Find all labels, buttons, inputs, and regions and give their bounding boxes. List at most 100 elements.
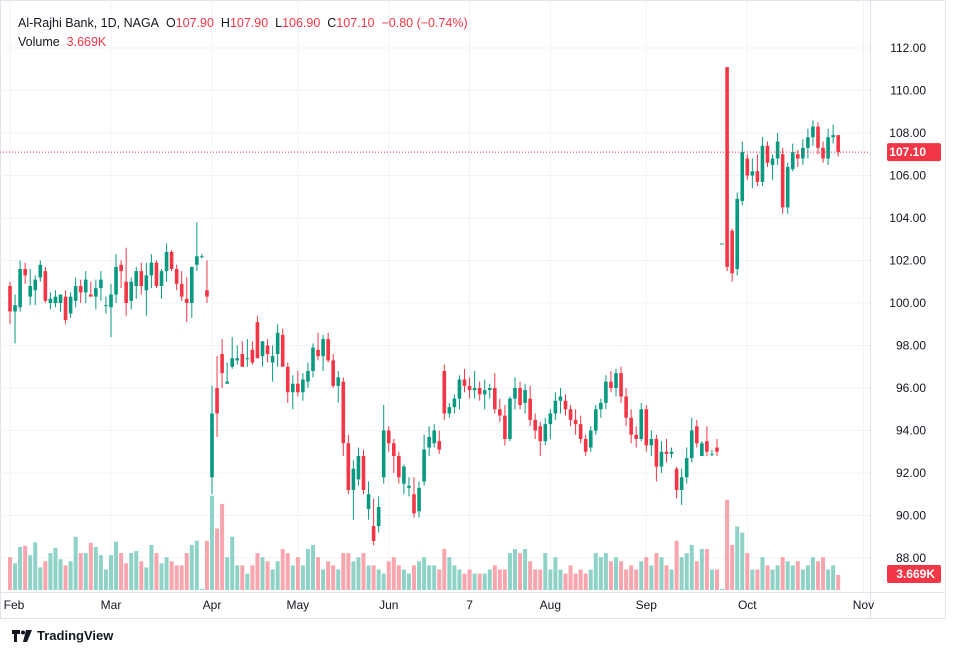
candle-body <box>472 388 477 391</box>
candle-body <box>200 256 204 258</box>
volume-bar <box>210 495 214 590</box>
volume-row: Volume 3.669K <box>18 33 468 52</box>
candle <box>725 67 729 272</box>
candle <box>452 394 457 414</box>
volume-bar <box>603 553 608 590</box>
volume-bar <box>528 561 533 590</box>
candle <box>523 383 527 414</box>
volume-bar <box>199 588 204 590</box>
candle-body <box>482 390 487 395</box>
volume-bar <box>821 557 826 590</box>
candle <box>356 447 361 486</box>
candle <box>770 154 775 180</box>
candle <box>745 154 750 180</box>
volume-bar <box>704 549 709 590</box>
volume-bar <box>215 528 220 590</box>
volume-bar <box>598 557 603 590</box>
volume-bar <box>558 569 563 590</box>
candle-body <box>477 388 482 395</box>
candle <box>285 362 290 403</box>
candle <box>730 228 734 282</box>
candle <box>679 468 684 505</box>
volume-bar <box>467 569 472 590</box>
volume-bar <box>366 565 371 590</box>
volume-bar <box>482 573 487 590</box>
candle <box>629 409 633 444</box>
time-tick-label: Mar <box>101 598 122 612</box>
volume-value: 3.669K <box>66 35 107 49</box>
volume-bar <box>694 561 699 590</box>
volume-bar <box>139 561 144 590</box>
volume-bar <box>457 569 462 590</box>
candle-body <box>796 154 800 159</box>
volume-label[interactable]: Volume <box>18 35 60 49</box>
time-tick-label: Apr <box>203 598 222 612</box>
candle-body <box>614 373 618 388</box>
price-tick-label: 102.00 <box>889 254 926 268</box>
candle <box>437 430 442 454</box>
candle-body <box>412 494 416 514</box>
candle <box>503 405 507 446</box>
candle <box>467 377 472 399</box>
candlestick-chart[interactable]: 88.00 90.00 92.00 94.00 96.00 98.00 100.00 102.… <box>0 0 954 620</box>
candle-body <box>427 436 431 448</box>
candle-body <box>291 383 295 393</box>
candle <box>821 141 825 163</box>
volume-bar <box>563 573 568 590</box>
candle-body <box>836 135 840 153</box>
candle <box>533 413 537 439</box>
volume-bar <box>462 573 467 590</box>
volume-bar <box>28 555 33 590</box>
candle <box>806 128 810 159</box>
candle-body <box>775 141 780 159</box>
volume-bar <box>265 561 270 590</box>
candle <box>210 385 214 495</box>
candle <box>588 426 593 452</box>
tradingview-logo[interactable]: TradingView <box>12 628 113 643</box>
price-tick-label: 106.00 <box>889 169 926 183</box>
candle <box>669 447 674 459</box>
candle <box>710 449 714 456</box>
candle <box>351 460 356 520</box>
chart-legend: Al-Rajhi Bank, 1D, NAGA O107.90 H107.90 … <box>18 14 468 52</box>
candle-body <box>195 256 199 265</box>
candle <box>462 368 467 393</box>
candle <box>164 243 169 282</box>
symbol-title[interactable]: Al-Rajhi Bank, 1D, NAGA <box>18 16 160 30</box>
candle <box>417 481 421 518</box>
candle <box>755 154 760 187</box>
volume-bar <box>376 569 381 590</box>
volume-bar <box>194 540 199 590</box>
candle-body <box>63 296 68 320</box>
candle-body <box>523 390 527 403</box>
candle-body <box>826 137 830 159</box>
candle <box>568 405 573 427</box>
volume-bar <box>785 561 790 590</box>
candle <box>659 441 664 473</box>
candle <box>78 279 83 303</box>
candle-body <box>669 451 674 454</box>
volume-bar <box>356 557 361 590</box>
volume-bar <box>497 569 502 590</box>
candle <box>836 135 840 157</box>
candle <box>654 434 659 482</box>
volume-bar <box>502 569 507 590</box>
volume-bar <box>103 569 108 590</box>
candle <box>129 277 133 310</box>
candle <box>144 262 149 316</box>
candle-body <box>649 439 654 446</box>
last-price-label: 107.10 <box>889 145 926 159</box>
candle-body <box>250 349 255 363</box>
volume-bar <box>523 549 528 590</box>
candle-body <box>381 430 386 478</box>
candle-body <box>58 294 63 303</box>
volume-bar <box>412 565 416 590</box>
time-tick-label: Jun <box>379 598 398 612</box>
candle-body <box>639 409 644 439</box>
volume-bar <box>583 573 588 590</box>
volume-bar <box>68 561 73 590</box>
candle-body <box>730 230 734 274</box>
candle <box>316 332 320 361</box>
volume-bar <box>422 557 427 590</box>
candle-body <box>725 67 729 267</box>
